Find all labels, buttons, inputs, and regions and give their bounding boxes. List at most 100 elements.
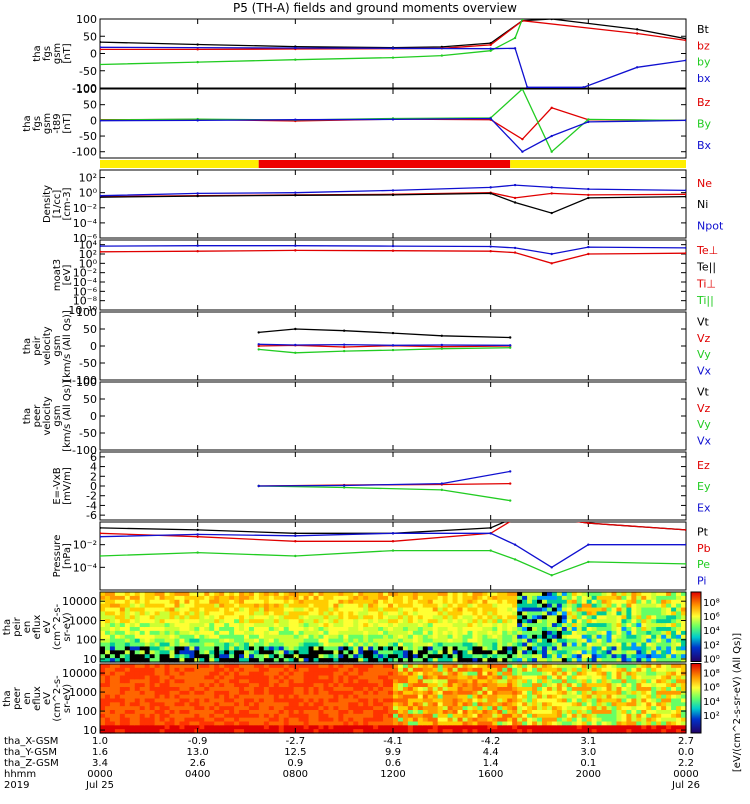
panel-frame: [99, 381, 687, 451]
y-axis-label: E=-VxB: [52, 467, 63, 504]
data-point: [587, 543, 590, 546]
y-tick-label: 50: [83, 30, 97, 43]
colorbar-tick-label: 10⁸: [703, 598, 720, 609]
x-axis-value: 2.7: [678, 736, 694, 747]
y-tick-label: 10: [83, 724, 97, 737]
data-point: [196, 528, 199, 532]
data-point: [489, 43, 492, 47]
data-point: [342, 343, 346, 346]
data-point: [391, 331, 395, 335]
legend-entry: Vx: [697, 364, 712, 377]
legend-entry: Ti||: [696, 294, 714, 307]
data-point: [550, 252, 553, 256]
data-point: [489, 47, 492, 50]
y-axis-label: eV: [42, 620, 53, 633]
data-point: [489, 192, 492, 195]
x-axis-row-label: tha_Z-GSM: [4, 758, 59, 769]
series-line-Ni: [100, 192, 686, 214]
y-tick-label: 6: [90, 451, 97, 464]
data-point: [100, 250, 102, 253]
y-tick-label: 10⁻⁴: [73, 561, 98, 574]
y-axis-label: fgs: [32, 116, 43, 131]
data-point: [513, 246, 517, 250]
data-point: [342, 484, 346, 487]
panel-mode_bar: [100, 160, 686, 168]
series-line-Pe: [100, 549, 686, 576]
x-axis-value: 2.2: [678, 758, 694, 769]
series-line-Bx: [100, 117, 686, 153]
legend-entry: Te||: [696, 261, 716, 274]
series-group: [100, 244, 686, 265]
data-point: [521, 513, 523, 515]
x-axis-value: 0.1: [580, 758, 596, 769]
series-line-Te: [100, 249, 686, 264]
y-axis-label: [km/s (All Qs)]: [62, 310, 73, 382]
y-axis-label: Density: [42, 185, 53, 223]
y-axis-label: (cm^2-s-: [52, 603, 63, 650]
series-group: [100, 19, 686, 88]
data-point: [489, 249, 492, 253]
spectrogram-cells: [100, 592, 687, 663]
panel-density: 10² 10⁰ 10⁻² 10⁻⁴ 10⁻⁶ Density [1/cc] [cm-3] Ne N…: [42, 169, 724, 245]
page-title: P5 (TH-A) fields and ground moments over…: [233, 1, 517, 15]
colorbar-tick-label: 10⁴: [703, 697, 720, 708]
data-point: [489, 49, 492, 52]
series-line-bx: [100, 46, 686, 88]
legend-entry: Vt: [697, 316, 710, 329]
y-axis-label: [nPa]: [62, 543, 73, 569]
series-group: [100, 513, 686, 577]
data-point: [342, 329, 346, 332]
data-point: [196, 43, 199, 46]
data-point: [100, 535, 102, 538]
y-tick-label: 10: [83, 653, 97, 666]
mode-segment: [100, 160, 259, 168]
series-line-Bz: [100, 107, 686, 141]
x-axis-value: 0000: [673, 769, 698, 780]
data-point: [294, 540, 297, 543]
legend-entry: Npot: [697, 219, 724, 232]
series-group: [100, 89, 686, 153]
data-point: [440, 482, 444, 485]
colorbar-tick-label: 10⁸: [703, 669, 720, 680]
data-point: [509, 470, 512, 473]
y-axis-label: velocity: [42, 396, 53, 435]
panel-peer_velocity: 100 50 0 -50 -100 tha peer velocity gsm [km/s (Al…: [22, 376, 712, 457]
legend-entry: Bt: [697, 23, 710, 36]
data-point: [684, 119, 686, 122]
data-point: [196, 244, 199, 247]
y-axis-label: [cm-3]: [62, 187, 73, 220]
y-tick-label: 10⁻⁴: [73, 276, 98, 289]
series-group: [257, 470, 512, 502]
y-tick-label: 10000: [62, 595, 97, 608]
y-tick-label: 0: [90, 410, 97, 423]
colorbar-lower: [690, 663, 702, 734]
y-tick-label: -50: [79, 65, 97, 78]
data-point: [587, 120, 590, 124]
x-axis-row-label: tha_Y-GSM: [4, 747, 57, 758]
data-point: [550, 192, 553, 195]
legend-entry: Vy: [697, 348, 711, 361]
legend-entry: Pt: [697, 526, 709, 539]
spectrogram-cells: [100, 664, 687, 734]
legend-entry: Vz: [697, 402, 711, 415]
data-point: [391, 344, 395, 347]
data-point: [526, 86, 529, 88]
x-axis-value: 3.1: [580, 736, 596, 747]
data-point: [257, 331, 260, 334]
data-point: [587, 118, 590, 121]
y-axis-label: [nT]: [62, 43, 73, 63]
data-point: [635, 28, 639, 31]
y-tick-label: 10²: [79, 172, 97, 185]
y-axis-label: tha: [2, 619, 13, 635]
data-point: [587, 196, 590, 200]
x-axis-value: 2.6: [190, 758, 206, 769]
y-axis-label: tha: [22, 338, 33, 354]
data-point: [342, 345, 346, 349]
y-axis-label: sr-eV): [62, 684, 73, 713]
y-tick-label: 10⁻⁶: [73, 285, 98, 298]
y-tick-label: 10⁻⁸: [73, 295, 98, 308]
y-tick-label: 10⁻²: [73, 267, 97, 280]
legend-entry: Bz: [697, 96, 711, 109]
x-axis-value: 1.6: [92, 747, 108, 758]
